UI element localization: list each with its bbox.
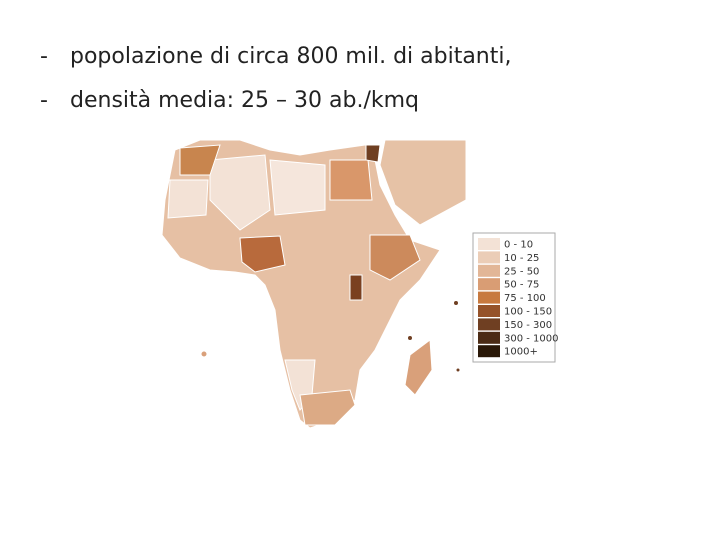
bullet-text: popolazione di circa 800 mil. di abitant… xyxy=(70,44,512,69)
nile-delta xyxy=(365,144,381,163)
bullet: - popolazione di circa 800 mil. di abitan… xyxy=(40,44,511,69)
nigeria xyxy=(239,235,286,273)
legend-label: 300 - 1000 xyxy=(504,333,559,344)
west-sahara xyxy=(167,179,209,219)
legend: 0 - 10 10 - 25 25 - 50 50 - 75 75 - 100 100 -… xyxy=(478,238,559,358)
bullet-marker: - xyxy=(40,44,48,69)
libya xyxy=(269,159,326,216)
legend-label: 150 - 300 xyxy=(504,320,552,331)
algeria xyxy=(209,154,271,231)
legend-label: 1000+ xyxy=(504,347,538,358)
legend-swatch xyxy=(478,278,500,291)
madagascar xyxy=(404,339,433,396)
legend-swatch xyxy=(478,264,500,277)
egypt xyxy=(329,159,373,201)
legend-swatch xyxy=(478,331,500,344)
arabia xyxy=(379,139,467,226)
legend-swatch xyxy=(478,251,500,264)
bullet-text: densità media: 25 – 30 ab./kmq xyxy=(70,88,420,113)
morocco xyxy=(179,144,221,176)
island xyxy=(407,335,413,341)
legend-swatch xyxy=(478,345,500,358)
legend-label: 25 - 50 xyxy=(504,266,539,277)
legend-label: 10 - 25 xyxy=(504,253,539,264)
legend-swatch xyxy=(478,305,500,317)
africa-map xyxy=(161,139,467,429)
legend-label: 50 - 75 xyxy=(504,280,539,291)
legend-label: 75 - 100 xyxy=(504,293,546,304)
legend-swatch xyxy=(478,291,500,304)
island xyxy=(453,300,459,306)
ethiopia xyxy=(369,234,421,281)
legend-label: 0 - 10 xyxy=(504,240,533,251)
island xyxy=(455,367,461,373)
bullet: - densità media: 25 – 30 ab./kmq xyxy=(40,88,419,113)
legend-swatch xyxy=(478,318,500,331)
island xyxy=(200,350,208,358)
uganda xyxy=(349,274,363,301)
legend-label: 100 - 150 xyxy=(504,307,552,318)
south-africa xyxy=(299,389,356,426)
bullet-marker: - xyxy=(40,88,48,113)
legend-swatch xyxy=(478,238,500,250)
